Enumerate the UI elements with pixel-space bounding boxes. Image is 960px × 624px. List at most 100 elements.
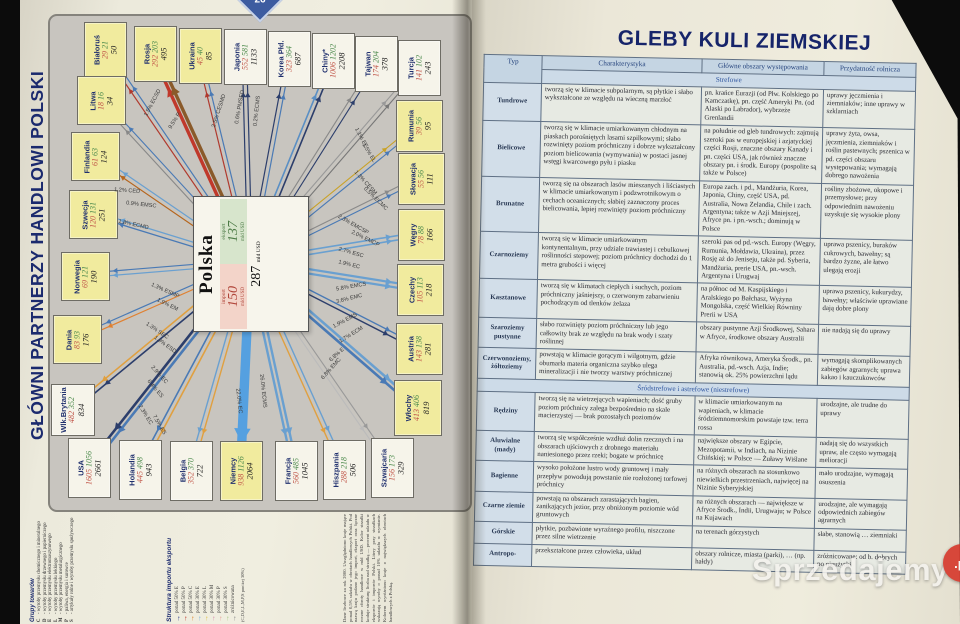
watermark-text: Sprzedajemy bbox=[752, 552, 949, 587]
polska-export: eksport 137 mld USD bbox=[220, 199, 247, 264]
soil-characteristics: tworzą się na wietrzejących wapieniach; … bbox=[534, 392, 696, 435]
left-page-title-box: GŁÓWNI PARTNERZY HANDLOWI POLSKI bbox=[22, 70, 52, 440]
soil-usefulness: urodzajne, ale wymagają odpowiednich zab… bbox=[814, 498, 907, 531]
partner-box-usa: USA 1605 1056 2661 bbox=[68, 438, 111, 498]
partner-box-sowacja: Słowacja 55 56 111 bbox=[398, 153, 445, 205]
partner-box-litwa: Litwa 18 16 34 bbox=[77, 76, 126, 125]
partner-box-czechy: Czechy 105 113 218 bbox=[397, 264, 444, 316]
partner-box-hiszpania: Hiszpania 288 218 506 bbox=[323, 440, 366, 500]
soil-areas: na południe od gleb tundrowych: zajmują … bbox=[699, 125, 823, 184]
polska-label: Polska bbox=[196, 234, 217, 294]
soil-type: Bagienne bbox=[475, 460, 534, 493]
soil-type: Czerwonoziemy, żółtoziemy bbox=[477, 347, 537, 380]
watermark: Sprzedajemy .pl bbox=[752, 544, 960, 588]
structure-item: → ponad 30% S bbox=[223, 586, 231, 622]
structure-note: (C,D,E,L,M,P,S poniżej 30%) bbox=[240, 568, 245, 622]
soil-areas: Afryka równikowa, Ameryka Środk., pn. Au… bbox=[695, 352, 818, 386]
partner-box-szwecja: Szwecja 120 131 251 bbox=[69, 190, 118, 239]
soil-type: Kasztanowe bbox=[478, 278, 538, 319]
page-title: GŁÓWNI PARTNERZY HANDLOWI POLSKI bbox=[27, 70, 47, 440]
soil-areas: na różnych obszarach na stosunkowo niewi… bbox=[693, 465, 816, 499]
partner-box-francja: Francja 560 485 1045 bbox=[275, 441, 318, 501]
soil-characteristics: słabo rozwinięty poziom próchniczny lub … bbox=[536, 318, 697, 353]
partner-box-szwajcaria: Szwajcaria 156 173 329 bbox=[371, 438, 414, 498]
partner-box-dania: Dania 83 93 176 bbox=[53, 315, 102, 364]
structure-item: → zróżnicowana bbox=[230, 585, 238, 622]
soil-usefulness: nie nadają się do uprawy bbox=[817, 324, 911, 357]
soil-usefulness: uprawy jęczmienia i ziemniaków; inne upr… bbox=[822, 89, 916, 130]
partner-box-holandia: Holandia 445 498 943 bbox=[119, 440, 162, 500]
partner-box-biaoru: Białoruś 29 21 50 bbox=[84, 22, 127, 78]
right-page: GLEBY KULI ZIEMSKIEJ Typ Charakterystyka… bbox=[472, 0, 960, 624]
partner-box-wochy: Włochy 413 406 819 bbox=[394, 380, 442, 436]
soil-type: Brunatne bbox=[480, 176, 540, 233]
partner-box-ukraina: Ukraina 45 40 85 bbox=[179, 28, 222, 84]
soil-usefulness: rośliny zbożowe, okopowe i przemysłowe; … bbox=[820, 183, 914, 241]
soil-characteristics: powstają w klimacie gorącym i wilgotnym,… bbox=[535, 348, 697, 383]
soil-areas: na terenach górzystych bbox=[691, 525, 815, 551]
partner-box-norwegia: Norwegia 69 121 190 bbox=[61, 252, 110, 301]
soil-type: Aluwialne (mady) bbox=[475, 430, 535, 462]
soil-characteristics: tworzą się współcześnie wzdłuż dolin rze… bbox=[533, 431, 695, 466]
structure-legend: Struktura importu eksportu → ponad 50% E → p… bbox=[166, 514, 334, 622]
watermark-pl-badge: .pl bbox=[942, 544, 960, 582]
soil-usefulness: uprawa pszenicy, kukurydzy, bawełny; wła… bbox=[818, 285, 912, 327]
structure-item: → ponad 30% L bbox=[202, 586, 210, 622]
soil-usefulness: uprawy żyta, owsa, jęczmienia, ziemniakó… bbox=[821, 127, 915, 186]
partner-box-wgry: Węgry 78 88 166 bbox=[398, 209, 445, 261]
polska-total: 287 mld USD bbox=[249, 241, 264, 287]
soil-characteristics: tworzą się w klimatach ciepłych i suchyc… bbox=[536, 279, 698, 322]
soil-areas: pn. krańce Eurazji (od Płw. Kolskiego po… bbox=[700, 86, 824, 128]
soil-areas: obszary pustynne Azji Środkowej, Sahara … bbox=[696, 321, 819, 355]
left-page: 26 GŁÓWNI PARTNERZY HANDLOWI POLSKI Biał… bbox=[20, 0, 472, 624]
soil-type: Czarnoziemy bbox=[479, 231, 539, 280]
soil-characteristics: tworzą się w klimacie umiarkowanym konty… bbox=[537, 232, 699, 284]
structure-item: → ponad 30% M bbox=[209, 584, 217, 622]
partner-box-japonia: Japonia 552 581 1133 bbox=[224, 29, 267, 85]
soil-usefulness: nadają się do wszystkich upraw, ale częs… bbox=[815, 437, 909, 470]
partner-box-koreapd: Korea Płd. 323 364 687 bbox=[268, 31, 311, 87]
soil-usefulness: wymagają skomplikowanych zabiegów agrarn… bbox=[817, 354, 910, 387]
partner-box-rosja: Rosja 292 203 495 bbox=[134, 26, 177, 82]
soil-usefulness: urodzajne, ale trudne do uprawy bbox=[816, 398, 910, 440]
soil-areas: na północ od M. Kaspijskiego i Aralskieg… bbox=[696, 283, 820, 325]
soil-characteristics: tworzą się w klimacie umiarkowanym chłod… bbox=[539, 121, 701, 181]
soil-type: Rędziny bbox=[476, 391, 536, 432]
soil-table-title: GLEBY KULI ZIEMSKIEJ bbox=[617, 26, 872, 55]
soil-usefulness: słabe, stanowią … ziemniaki bbox=[813, 528, 907, 553]
footnote-text: Dane liczbowe za rok 2000. Uwzględniono … bbox=[342, 514, 393, 622]
structure-item: → ponad 30% E bbox=[195, 586, 203, 622]
partner-box-wlkbrytania: Wlk.Brytania 482 352 834 bbox=[51, 384, 95, 436]
soil-characteristics: powstają na obszarach zarastających bagi… bbox=[532, 492, 694, 526]
soil-type: Bielicowe bbox=[481, 120, 541, 178]
structure-item: → ponad 50% P bbox=[181, 586, 189, 622]
partner-box-niemcy: Niemcy 938 1126 2064 bbox=[220, 441, 263, 501]
soil-characteristics: przekształcone przez człowieka, układ bbox=[531, 544, 692, 570]
partner-box-tajwan: Tajwan 174 204 378 bbox=[355, 36, 398, 92]
groups-legend-title: Grupy towarów bbox=[30, 578, 36, 622]
partner-box-austria: Austria 143 138 281 bbox=[396, 323, 443, 375]
soil-characteristics: tworzą się na obszarach lasów mieszanych… bbox=[538, 177, 700, 237]
soil-type: Czarne ziemie bbox=[474, 490, 534, 523]
polska-import: import 150 mld USD bbox=[220, 264, 247, 329]
page-number: 26 bbox=[254, 0, 265, 5]
soil-type: Antropo- bbox=[473, 542, 532, 567]
soil-areas: Europa zach. i pd., Mandżuria, Korea, Ja… bbox=[698, 180, 822, 239]
structure-item: → ponad 30% P bbox=[216, 586, 224, 622]
partner-box-turcja: Turcja 141 102 243 bbox=[398, 40, 441, 96]
structure-item: → ponad 50% E bbox=[174, 586, 182, 622]
table-row: Bielicowe tworzą się w klimacie umiarkow… bbox=[481, 120, 915, 186]
partner-box-chiny: Chiny* 1006 1202 2208 bbox=[312, 33, 355, 89]
partner-box-finlandia: Finlandia 61 63 124 bbox=[71, 132, 120, 181]
partner-box-belgia: Belgia 352 370 722 bbox=[170, 441, 213, 501]
soil-areas: w klimacie umiarkowanym na wapieniach, w… bbox=[694, 396, 818, 438]
diagram-footnote: Dane liczbowe za rok 2000. Uwzględniono … bbox=[342, 514, 468, 622]
soil-characteristics: wysoko położone lustro wody gruntowej i … bbox=[533, 461, 694, 496]
soil-areas: na różnych obszarach — największe w Afry… bbox=[692, 495, 815, 529]
polska-center-box: Polska import 150 mld USD eksport 137 ml… bbox=[193, 196, 309, 332]
soil-characteristics: tworzą się w klimacie subpolarnym, są pł… bbox=[540, 83, 702, 126]
table-row: Brunatne tworzą się na obszarach lasów m… bbox=[480, 176, 914, 241]
soil-type: Szaroziemy pustynne bbox=[478, 317, 537, 349]
soil-usefulness: uprawa pszenicy, buraków cukrowych, bawe… bbox=[819, 238, 913, 288]
